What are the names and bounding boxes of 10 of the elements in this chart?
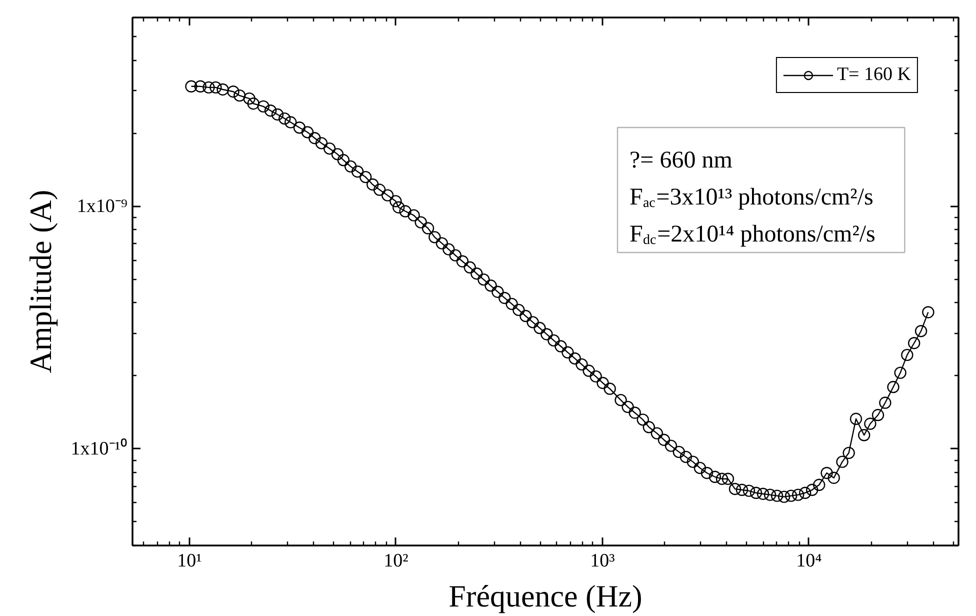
- x-tick-label: 10³: [590, 550, 616, 572]
- x-tick-label: 10⁴: [796, 550, 822, 572]
- x-tick-label: 10¹: [177, 550, 202, 572]
- annotation: ?= 660 nm: [630, 148, 733, 174]
- y-tick-label: 1x10⁻¹⁰: [70, 437, 128, 460]
- x-axis-title: Fréquence (Hz): [448, 578, 642, 614]
- y-tick-label: 1x10⁻⁹: [76, 196, 128, 217]
- y-axis-title: Amplitude (A): [22, 190, 58, 374]
- legend-label: T= 160 K: [836, 64, 911, 86]
- x-tick-label: 10²: [384, 550, 409, 572]
